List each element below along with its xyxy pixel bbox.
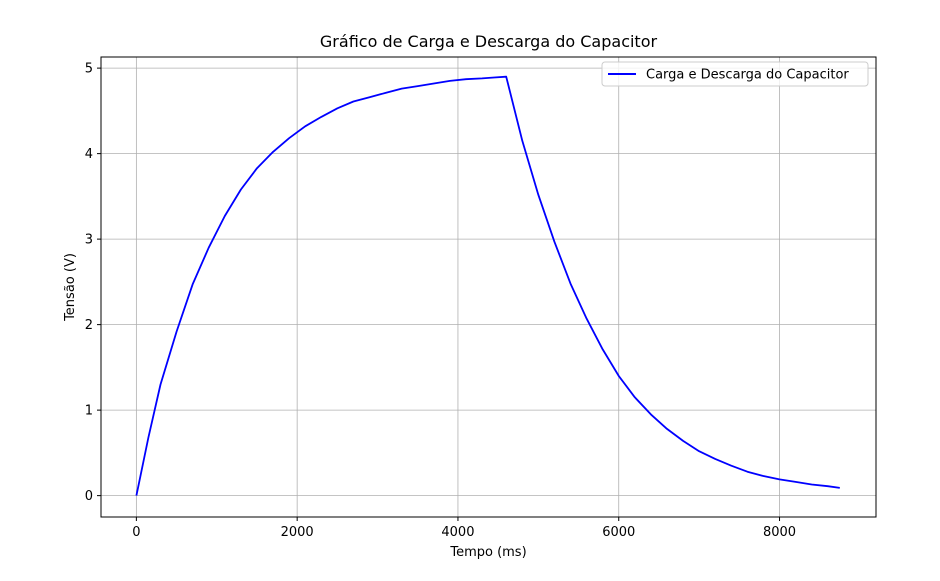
series-layer (135, 75, 840, 496)
plot-frame (100, 56, 877, 518)
x-axis-label: Tempo (ms) (449, 545, 526, 560)
series-line (135, 75, 840, 496)
legend-box (601, 61, 869, 87)
chart-title: Gráfico de Carga e Descarga do Capacitor (320, 32, 658, 51)
legend-label: Carga e Descarga do Capacitor (646, 68, 849, 83)
legend: Carga e Descarga do Capacitor (601, 61, 869, 87)
x-tick-label: 6000 (602, 525, 635, 540)
y-tick-label: 3 (85, 233, 93, 248)
ticks: 0 2000 4000 6000 8000 0 1 2 3 4 5 (85, 62, 796, 540)
y-tick-label: 4 (85, 147, 93, 162)
y-tick-label: 0 (85, 489, 93, 504)
y-axis-label: Tensão (V) (63, 253, 78, 322)
y-tick-label: 1 (85, 404, 93, 419)
x-tick-label: 4000 (441, 525, 474, 540)
x-tick-label: 2000 (281, 525, 314, 540)
y-tick-label: 2 (85, 318, 93, 333)
grid (101, 57, 876, 517)
y-tick-label: 5 (85, 62, 93, 77)
x-tick-label: 0 (132, 525, 140, 540)
x-tick-label: 8000 (763, 525, 796, 540)
